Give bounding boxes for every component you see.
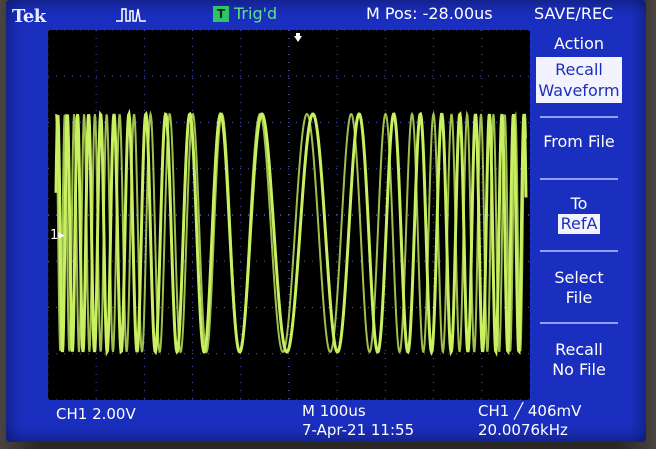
timebase-scale: M 100us xyxy=(302,402,366,420)
to-label: To xyxy=(570,194,588,213)
reference-a-option: RefA xyxy=(557,214,601,234)
trigger-frequency: 20.0076kHz xyxy=(478,421,568,439)
trigger-readout: CH1 ╱ 406mV xyxy=(478,402,582,420)
date-time: 7-Apr-21 11:55 xyxy=(302,421,415,439)
status-bar: Tek T Trig'd M Pos: -28.00us SAVE/REC xyxy=(6,0,646,28)
trigger-status: Trig'd xyxy=(234,4,278,23)
menu-divider xyxy=(540,116,618,118)
channel-1-waveform xyxy=(54,108,528,358)
select-file-button[interactable]: Select File xyxy=(554,268,604,307)
save-recall-menu: Action Recall Waveform From File To RefA… xyxy=(532,28,626,402)
waveform-display xyxy=(47,29,531,401)
menu-divider xyxy=(540,178,618,180)
channel-1-ground-marker: 1▸ xyxy=(50,228,65,243)
menu-divider xyxy=(540,250,618,252)
channel-1-scale: CH1 2.00V xyxy=(56,405,136,423)
horizontal-position: M Pos: -28.00us xyxy=(366,4,493,23)
oscilloscope-screen: Tek T Trig'd M Pos: -28.00us SAVE/REC 1▸… xyxy=(6,0,646,442)
graticule xyxy=(47,29,531,401)
action-label: Action xyxy=(553,34,605,53)
from-file-button[interactable]: From File xyxy=(543,132,615,151)
acquisition-pulse-icon xyxy=(116,8,146,22)
recall-button[interactable]: Recall No File xyxy=(552,340,606,379)
trigger-position-stem xyxy=(296,33,300,37)
channel-1-waveform-persistence xyxy=(55,110,527,355)
action-menu-item[interactable]: Action Recall Waveform xyxy=(532,34,626,103)
brand-logo: Tek xyxy=(12,6,46,27)
trigger-badge: T xyxy=(213,6,229,22)
menu-divider xyxy=(540,322,618,324)
trigger-position-marker xyxy=(294,36,302,42)
menu-title: SAVE/REC xyxy=(534,4,614,23)
recall-waveform-option: Recall Waveform xyxy=(536,57,622,103)
to-destination-button[interactable]: To RefA xyxy=(532,194,626,234)
